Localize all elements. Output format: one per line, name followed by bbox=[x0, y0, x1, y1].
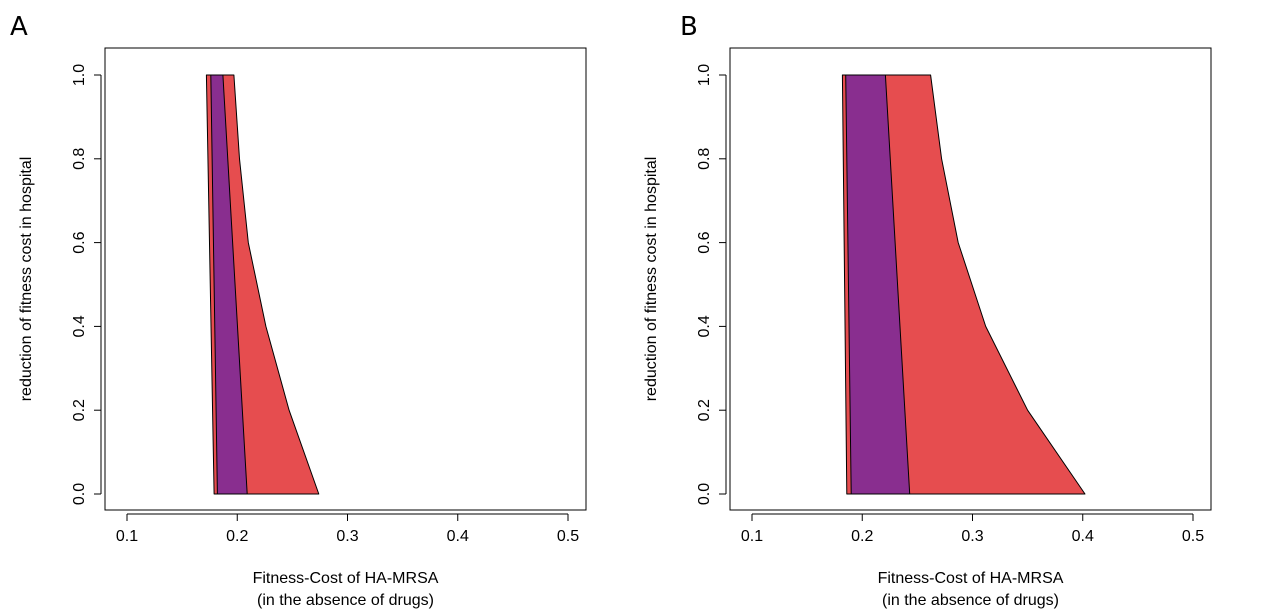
x-axis-title-b: Fitness-Cost of HA-MRSA bbox=[878, 570, 1064, 587]
y-tick-label-b-4: 0.8 bbox=[696, 148, 713, 170]
x-axis-subtitle-b: (in the absence of drugs) bbox=[882, 592, 1059, 609]
x-tick-label-b-2: 0.3 bbox=[961, 528, 983, 545]
x-tick-label-a-1: 0.2 bbox=[226, 528, 248, 545]
region-inner-a bbox=[210, 74, 248, 495]
x-tick-label-a-3: 0.4 bbox=[447, 528, 469, 545]
y-tick-label-b-3: 0.6 bbox=[696, 231, 713, 253]
x-tick-label-a-4: 0.5 bbox=[557, 528, 579, 545]
x-tick-label-b-3: 0.4 bbox=[1072, 528, 1094, 545]
y-tick-label-b-2: 0.4 bbox=[696, 315, 713, 337]
chart-panel-a: 0.1 0.2 0.3 0.4 0.5 0.0 0.2 0.4 0.6 0.8 1.0 Fitness… bbox=[18, 47, 587, 609]
y-tick-label-a-4: 0.8 bbox=[71, 148, 88, 170]
y-tick-label-a-3: 0.6 bbox=[71, 231, 88, 253]
panel-label-b: B bbox=[680, 12, 698, 42]
x-tick-label-b-0: 0.1 bbox=[741, 528, 763, 545]
y-axis-title-b: reduction of fitness cost in hospital bbox=[643, 157, 660, 402]
x-axis-subtitle-a: (in the absence of drugs) bbox=[257, 592, 434, 609]
x-tick-label-a-2: 0.3 bbox=[336, 528, 358, 545]
y-tick-label-a-5: 1.0 bbox=[71, 64, 88, 86]
y-tick-label-b-5: 1.0 bbox=[696, 64, 713, 86]
y-tick-label-a-2: 0.4 bbox=[71, 315, 88, 337]
region-inner-b bbox=[845, 74, 911, 495]
x-tick-label-b-4: 0.5 bbox=[1182, 528, 1204, 545]
y-tick-label-a-1: 0.2 bbox=[71, 399, 88, 421]
panel-label-a: A bbox=[10, 12, 28, 42]
y-axis-title-a: reduction of fitness cost in hospital bbox=[18, 157, 35, 402]
y-tick-label-b-1: 0.2 bbox=[696, 399, 713, 421]
y-tick-label-a-0: 0.0 bbox=[71, 483, 88, 505]
x-tick-label-b-1: 0.2 bbox=[851, 528, 873, 545]
x-tick-label-a-0: 0.1 bbox=[116, 528, 138, 545]
plot-frame-b bbox=[729, 47, 1212, 511]
plot-frame-a bbox=[104, 47, 587, 511]
chart-panel-b: 0.1 0.2 0.3 0.4 0.5 0.0 0.2 0.4 0.6 0.8 1.0 Fitness… bbox=[643, 47, 1212, 609]
y-tick-label-b-0: 0.0 bbox=[696, 483, 713, 505]
x-axis-title-a: Fitness-Cost of HA-MRSA bbox=[253, 570, 439, 587]
